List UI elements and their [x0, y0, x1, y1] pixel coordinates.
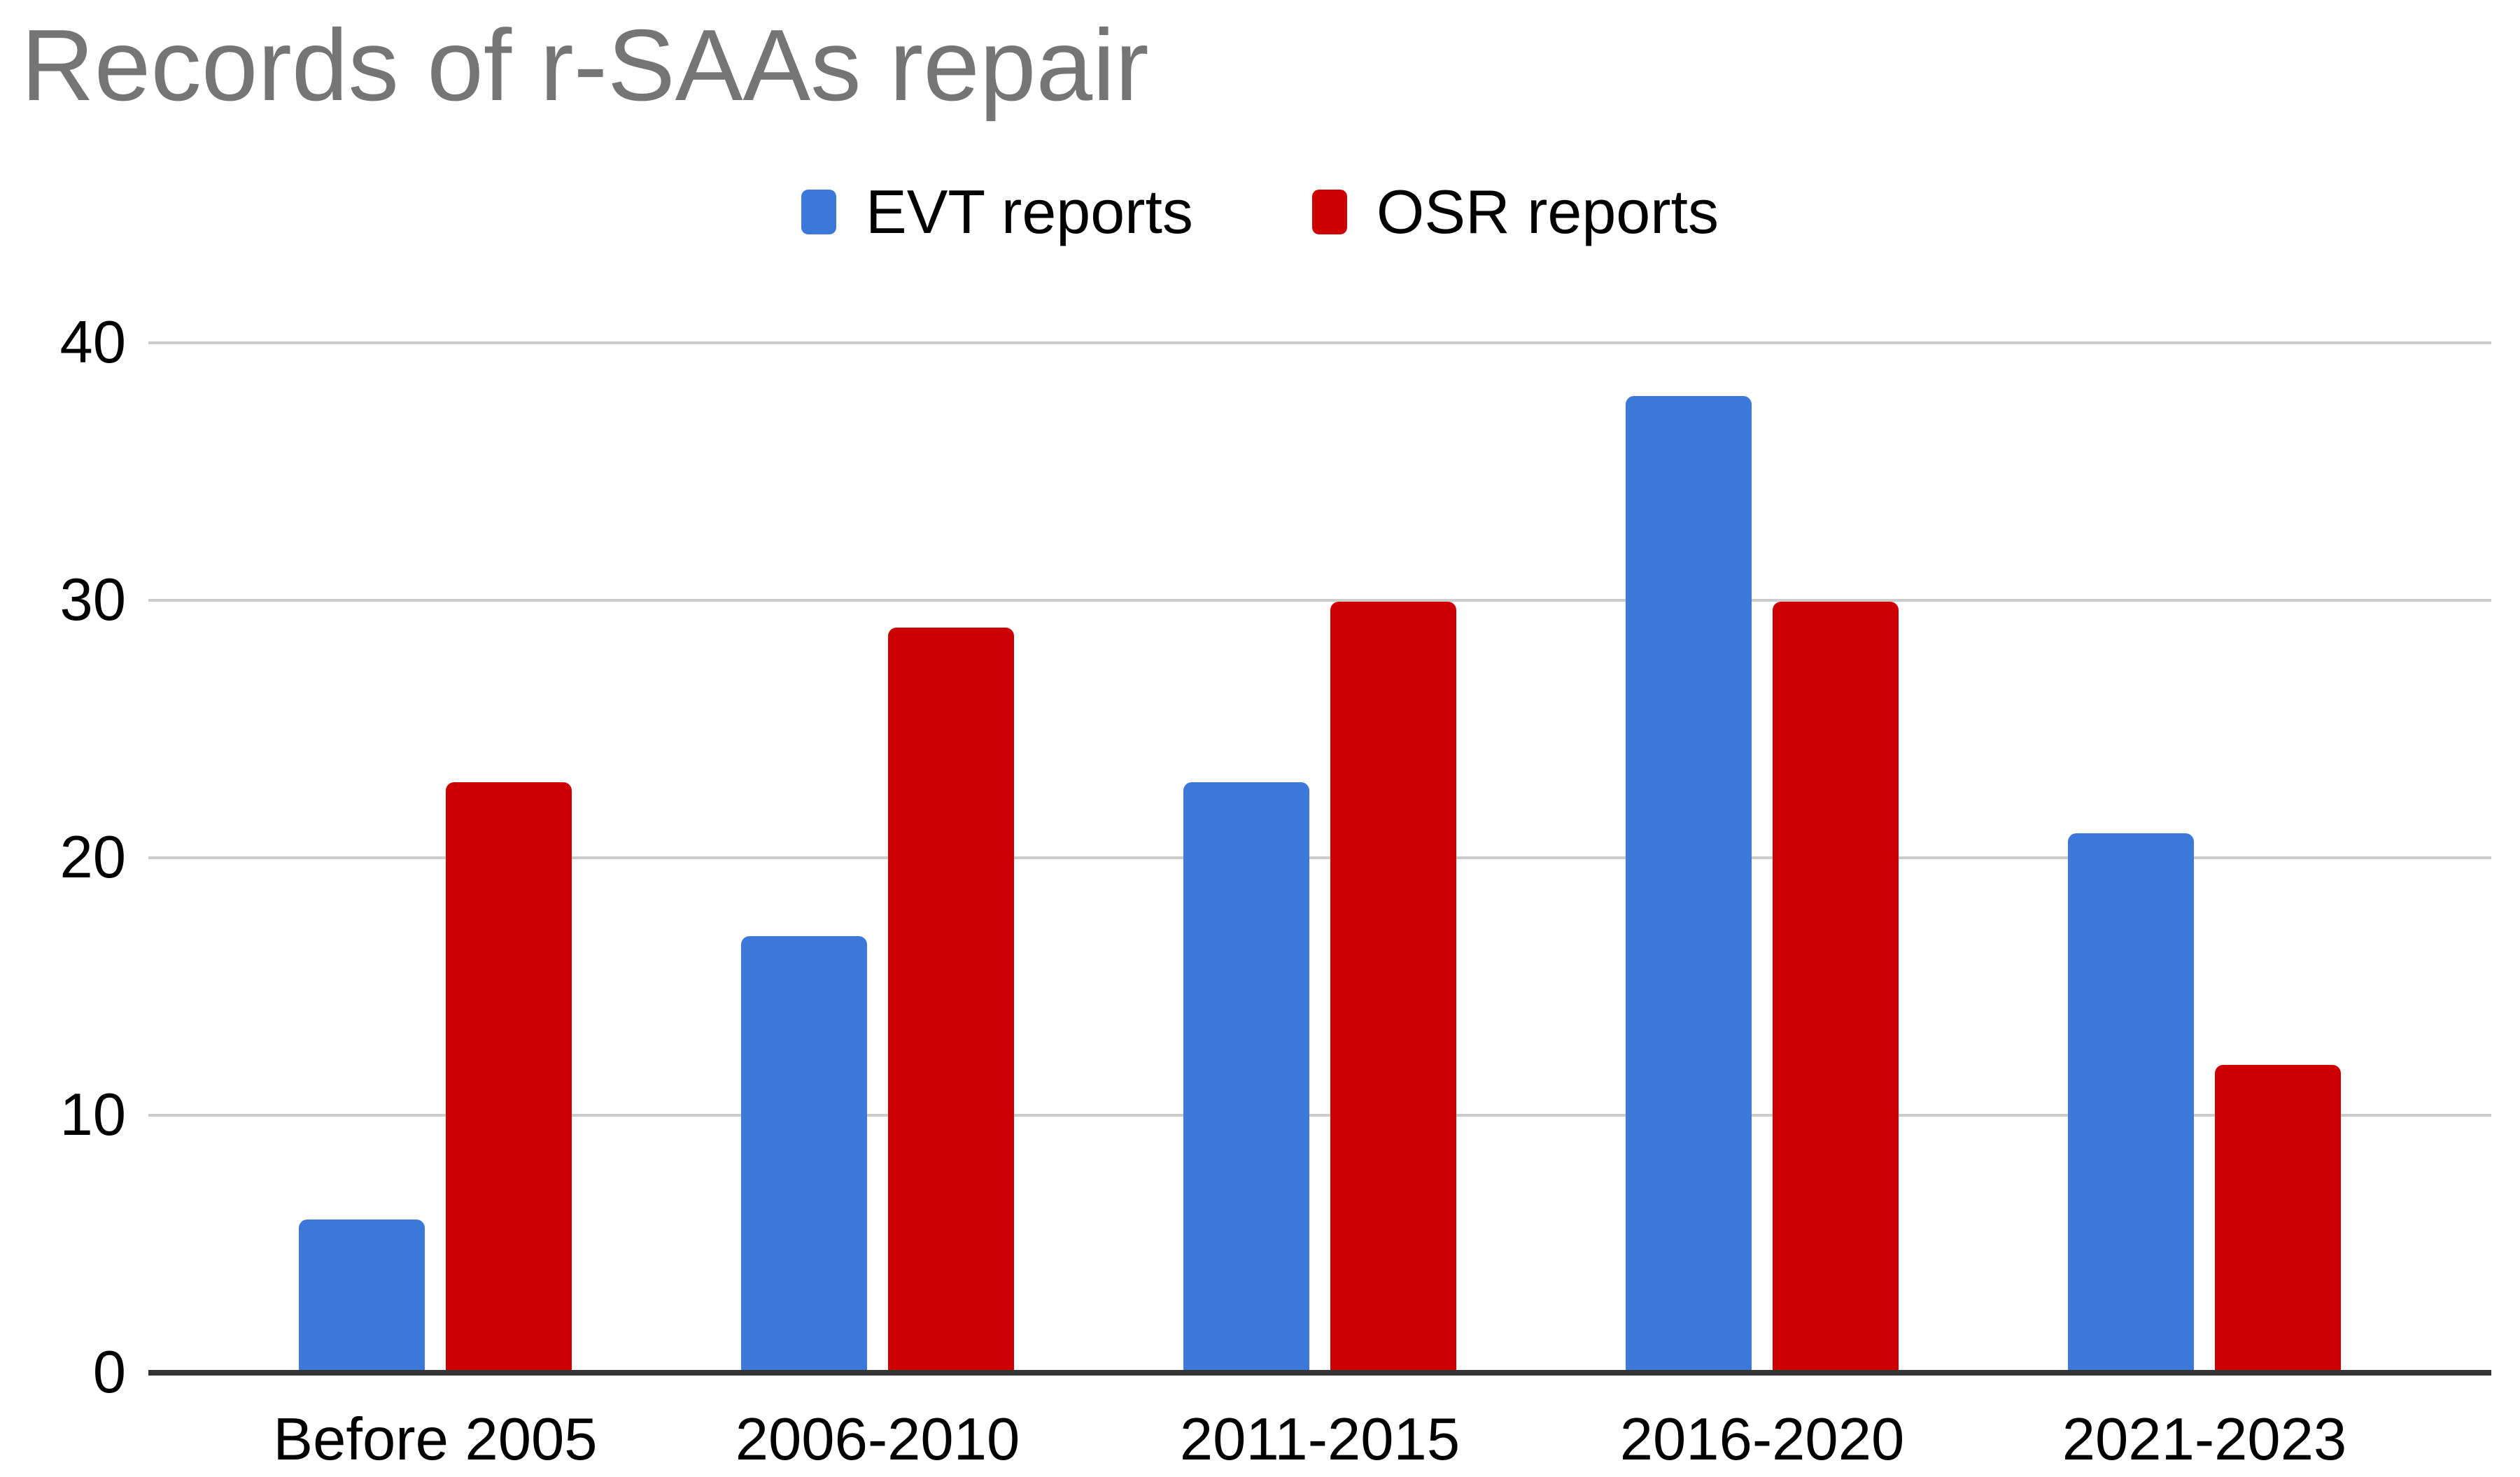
legend-item-evt: EVT reports — [801, 176, 1193, 248]
bar-osr-3 — [1773, 602, 1899, 1373]
gridline-y-30 — [148, 599, 2491, 602]
x-axis-line — [148, 1370, 2491, 1376]
gridline-y-40 — [148, 341, 2491, 344]
gridline-y-20 — [148, 856, 2491, 859]
legend-swatch-evt-icon — [801, 190, 837, 234]
bar-evt-4 — [2068, 833, 2194, 1373]
x-tick-label-0: Before 2005 — [273, 1406, 598, 1473]
bar-osr-4 — [2215, 1065, 2341, 1373]
y-tick-label-10: 10 — [59, 1082, 126, 1148]
gridline-y-10 — [148, 1114, 2491, 1117]
bar-osr-2 — [1330, 602, 1456, 1373]
legend-label-osr: OSR reports — [1376, 177, 1719, 246]
bar-evt-2 — [1183, 782, 1309, 1373]
x-tick-label-2: 2011-2015 — [1179, 1406, 1460, 1473]
legend-swatch-osr-icon — [1311, 190, 1347, 234]
legend-item-osr: OSR reports — [1311, 176, 1719, 248]
bar-osr-0 — [446, 782, 572, 1373]
y-tick-label-20: 20 — [59, 824, 126, 891]
y-tick-label-0: 0 — [92, 1339, 126, 1406]
x-tick-label-4: 2021-2023 — [2062, 1406, 2347, 1473]
x-tick-label-3: 2016-2020 — [1619, 1406, 1905, 1473]
y-tick-label-30: 30 — [59, 567, 126, 633]
bar-evt-3 — [1626, 396, 1752, 1373]
bar-evt-1 — [741, 936, 867, 1373]
chart-title: Records of r-SAAs repair — [21, 8, 1149, 122]
bar-evt-0 — [299, 1220, 425, 1373]
legend: EVT reports OSR reports — [0, 176, 2520, 248]
y-tick-label-40: 40 — [59, 309, 126, 376]
legend-label-evt: EVT reports — [866, 177, 1193, 246]
x-tick-label-1: 2006-2010 — [735, 1406, 1020, 1473]
bar-osr-1 — [888, 628, 1014, 1373]
